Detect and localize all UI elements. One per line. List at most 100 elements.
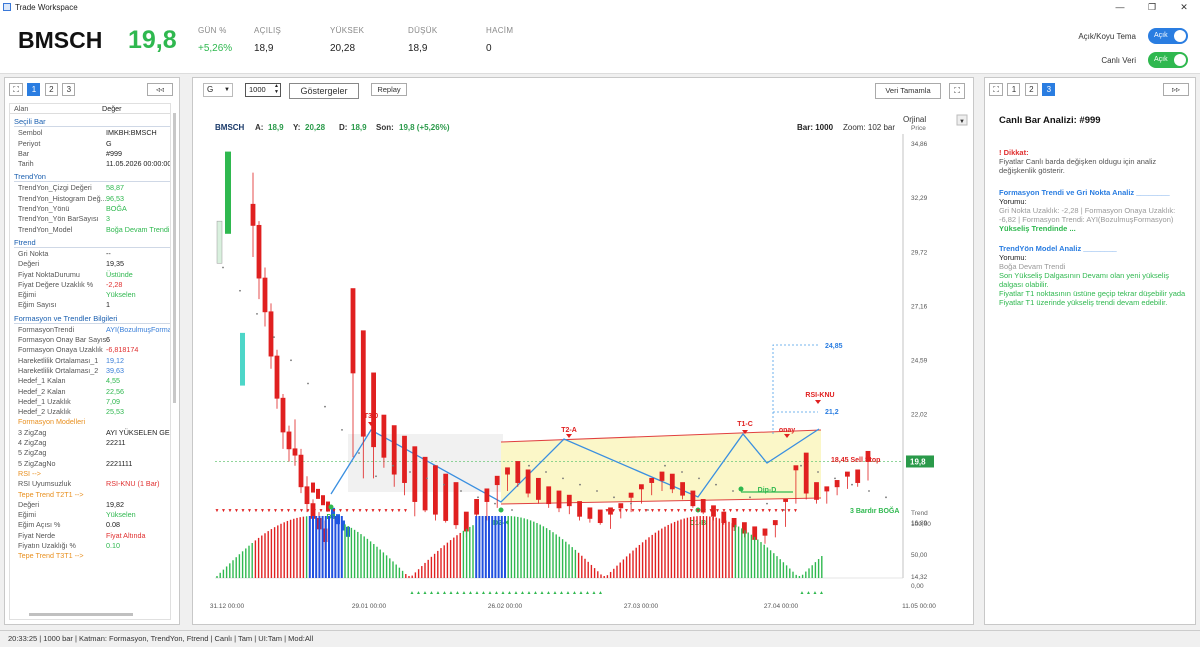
- grid-row[interactable]: TrendYon_Çizgi Değeri 58,87: [10, 183, 170, 193]
- left-collapse-button[interactable]: ◃◃: [147, 83, 173, 96]
- down-triangle-icon: ▼: [709, 508, 714, 514]
- grid-row[interactable]: Fiyatın Uzaklığı % 0.10: [10, 541, 170, 551]
- trend-dot: [222, 266, 224, 269]
- grid-row[interactable]: Hedef_1 Uzaklık 7,09: [10, 397, 170, 407]
- grid-row[interactable]: TrendYon_Yön BarSayısı 3: [10, 214, 170, 224]
- grid-section-title[interactable]: Ftrend: [14, 237, 170, 248]
- down-triangle-icon: ▼: [696, 508, 701, 514]
- replay-button[interactable]: Replay: [371, 83, 407, 96]
- price-tick-label: 22,02: [911, 412, 928, 419]
- close-icon[interactable]: ✕: [1180, 2, 1188, 12]
- grid-row[interactable]: Eğimi Yükselen: [10, 290, 170, 300]
- trend-dot: [613, 496, 615, 499]
- grid-row[interactable]: Hareketlilik Ortalaması_1 19,12: [10, 356, 170, 366]
- grid-row[interactable]: Hedef_2 Kalan 22,56: [10, 387, 170, 397]
- up-triangle-icon: ▲: [455, 590, 460, 596]
- open-value: 18,9: [268, 123, 284, 132]
- right-fullscreen-icon[interactable]: ⛶: [989, 83, 1003, 96]
- left-fullscreen-icon[interactable]: ⛶: [9, 83, 23, 96]
- chart-fullscreen-icon[interactable]: ⛶: [949, 83, 965, 99]
- up-triangle-icon: ▲: [429, 590, 434, 596]
- theme-toggle[interactable]: Açık: [1148, 28, 1188, 44]
- right-tab-1[interactable]: 1: [1007, 83, 1021, 96]
- grid-row[interactable]: RSI -->: [10, 469, 170, 479]
- grid-row[interactable]: Eğim Sayısı 1: [10, 300, 170, 310]
- grid-row[interactable]: Değeri 19,82: [10, 500, 170, 510]
- maximize-icon[interactable]: ❐: [1147, 2, 1157, 12]
- grid-section-title[interactable]: TrendYon: [14, 171, 170, 183]
- live-row: Canlı Veri Açık: [1101, 52, 1188, 68]
- grid-section-title[interactable]: Formasyon ve Trendler Bilgileri: [14, 313, 170, 324]
- grid-row[interactable]: Değeri 19,35: [10, 259, 170, 269]
- left-tab-1[interactable]: 1: [27, 83, 41, 96]
- up-triangle-icon: ▲: [416, 590, 421, 596]
- left-tab-3[interactable]: 3: [62, 83, 76, 96]
- warning-title: ! Dikkat:: [999, 148, 1029, 157]
- right-tab-2[interactable]: 2: [1024, 83, 1038, 96]
- target1-label: 24,85: [825, 343, 843, 350]
- grid-row[interactable]: Hareketlilik Ortalaması_2 39,63: [10, 366, 170, 376]
- trend-dot: [681, 471, 683, 473]
- scale-dropdown[interactable]: [956, 114, 968, 126]
- price-chart[interactable]: BMSCH A: 18,9 Y: 20,28 D: 18,9 Son: 19,8…: [193, 108, 973, 623]
- down-triangle-icon: ▼: [631, 508, 636, 514]
- down-triangle-icon: ▼: [787, 508, 792, 514]
- grid-row[interactable]: Eğimi Yükselen: [10, 510, 170, 520]
- down-triangle-icon: ▼: [221, 508, 226, 514]
- grid-row[interactable]: Fiyat Nerde Fiyat Altında: [10, 531, 170, 541]
- bars-value: 1000: [249, 85, 266, 94]
- grid-row[interactable]: 4 ZigZag 22211: [10, 438, 170, 448]
- indicators-button[interactable]: Göstergeler: [289, 83, 359, 99]
- minimize-icon[interactable]: —: [1115, 2, 1125, 12]
- bars-stepper[interactable]: 1000 ▲ ▼: [245, 83, 281, 97]
- right-expand-button[interactable]: ▹▹: [1163, 83, 1189, 96]
- stepper-arrows-icon[interactable]: ▲ ▼: [274, 83, 279, 95]
- grid-row[interactable]: Tepe Trend T2T1 -->: [10, 490, 170, 500]
- grid-row[interactable]: FormasyonTrendi AYI(BozulmuşFormasyo: [10, 325, 170, 335]
- down-arrow-icon: [368, 422, 374, 426]
- left-tab-2[interactable]: 2: [44, 83, 58, 96]
- grid-row[interactable]: Eğim Açısı % 0.08: [10, 520, 170, 530]
- grid-key: Fiyat Değere Uzaklık %: [18, 279, 94, 289]
- grid-row[interactable]: Periyot G: [10, 139, 170, 149]
- grid-row[interactable]: Hedef_1 Kalan 4,55: [10, 376, 170, 386]
- grid-row[interactable]: Hedef_2 Uzaklık 25,53: [10, 407, 170, 417]
- grid-row[interactable]: RSI Uyumsuzluk RSI-KNU (1 Bar): [10, 479, 170, 489]
- up-triangle-icon: ▲: [566, 590, 571, 596]
- grid-row[interactable]: Formasyon Modelleri: [10, 417, 170, 427]
- up-triangle-icon: ▲: [806, 590, 811, 596]
- grid-row[interactable]: Tarih 11.05.2026 00:00:00: [10, 159, 170, 169]
- grid-row[interactable]: Formasyon Onaya Uzaklık -6,818174: [10, 345, 170, 355]
- left-hscrollbar[interactable]: [29, 613, 133, 616]
- grid-row[interactable]: 5 ZigZag: [10, 448, 170, 458]
- live-toggle[interactable]: Açık: [1148, 52, 1188, 68]
- grid-row[interactable]: TrendYon_Yönü BOĞA: [10, 204, 170, 214]
- grid-row[interactable]: Fiyat NoktaDurumu Üstünde: [10, 270, 170, 280]
- oscillator-status-label: 3 Bardır BOĞA: [850, 506, 899, 515]
- down-triangle-icon: ▼: [780, 508, 785, 514]
- grid-row[interactable]: TrendYon_Histogram Değ... 96,53: [10, 194, 170, 204]
- grid-row[interactable]: Gri Nokta --: [10, 249, 170, 259]
- candle-body: [292, 448, 298, 456]
- grid-row[interactable]: Sembol IMKBH:BMSCH: [10, 128, 170, 138]
- complete-data-button[interactable]: Veri Tamamla: [875, 83, 941, 99]
- grid-section-title[interactable]: Seçili Bar: [14, 116, 170, 128]
- period-select[interactable]: G ▼: [203, 83, 233, 97]
- down-triangle-icon: ▼: [358, 508, 363, 514]
- trend-dot: [290, 359, 292, 362]
- grid-row[interactable]: Fiyat Değere Uzaklık % -2,28: [10, 280, 170, 290]
- grid-row[interactable]: 5 ZigZagNo 2221111: [10, 459, 170, 469]
- grid-row[interactable]: 3 ZigZag AYI YÜKSELEN GENİŞ: [10, 428, 170, 438]
- trend-dot: [630, 502, 632, 505]
- grid-row[interactable]: Formasyon Onay Bar Sayısı 6: [10, 335, 170, 345]
- up-triangle-icon: ▲: [481, 590, 486, 596]
- grid-row[interactable]: Bar #999: [10, 149, 170, 159]
- grid-row[interactable]: Tepe Trend T3T1 -->: [10, 551, 170, 561]
- candle-body: [659, 471, 665, 481]
- right-tab-3[interactable]: 3: [1042, 83, 1056, 96]
- down-triangle-icon: ▼: [397, 508, 402, 514]
- grid-value: Boğa Devam Trendi: [106, 224, 170, 234]
- properties-grid[interactable]: Alan Değer Seçili Bar Sembol IMKBH:BMSCH Pe…: [9, 103, 171, 620]
- grid-row[interactable]: TrendYon_Model Boğa Devam Trendi: [10, 225, 170, 235]
- left-scrollbar[interactable]: [173, 113, 176, 403]
